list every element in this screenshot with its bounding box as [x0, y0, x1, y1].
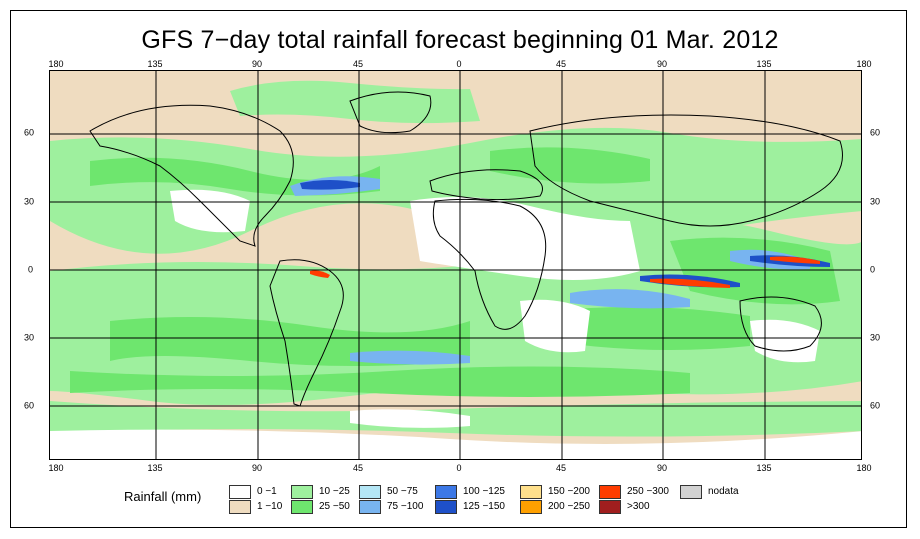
left-lat-label: 60	[24, 127, 35, 138]
legend-swatch	[435, 485, 457, 499]
top-lon-label: 90	[656, 59, 668, 69]
top-lon-label: 135	[756, 59, 772, 69]
legend-label: 125 −150	[463, 501, 505, 512]
top-lon-label: 0	[456, 59, 462, 69]
coastlines	[89, 91, 843, 407]
top-lon-label: 135	[147, 59, 163, 69]
legend-swatch	[680, 485, 702, 499]
left-lat-label: 60	[24, 400, 35, 411]
left-lat-label: 30	[24, 332, 35, 343]
top-lon-label: 180	[48, 59, 64, 69]
left-lat-label: 30	[24, 196, 35, 207]
legend-label: >300	[627, 501, 650, 512]
legend-swatch	[229, 485, 251, 499]
legend-swatch	[359, 500, 381, 514]
figure-frame	[10, 10, 907, 528]
right-lat-label: 60	[870, 400, 881, 411]
legend-label: nodata	[708, 486, 739, 497]
left-lat-label: 0	[28, 264, 34, 275]
legend-label: 250 −300	[627, 486, 669, 497]
legend-swatch	[599, 485, 621, 499]
right-lat-label: 30	[870, 196, 881, 207]
legend-label: 100 −125	[463, 486, 505, 497]
legend-label: 10 −25	[319, 486, 350, 497]
legend-swatch	[599, 500, 621, 514]
top-lon-label: 45	[352, 59, 364, 69]
bottom-lon-label: 45	[555, 463, 567, 473]
map-title: GFS 7−day total rainfall forecast beginn…	[141, 26, 779, 54]
bottom-lon-label: 135	[147, 463, 163, 473]
legend-label: 150 −200	[548, 486, 590, 497]
rainfall-map-graphic	[50, 71, 861, 459]
legend-swatch	[520, 485, 542, 499]
top-lon-label: 180	[856, 59, 872, 69]
bottom-lon-label: 135	[756, 463, 772, 473]
right-lat-label: 30	[870, 332, 881, 343]
legend-swatch	[435, 500, 457, 514]
legend-swatch	[229, 500, 251, 514]
map-grid	[50, 71, 861, 459]
right-lat-label: 0	[870, 264, 876, 275]
bottom-lon-label: 180	[856, 463, 872, 473]
legend-label: 200 −250	[548, 501, 590, 512]
legend-label: 75 −100	[387, 501, 424, 512]
legend-swatch	[359, 485, 381, 499]
legend-label: 50 −75	[387, 486, 418, 497]
bottom-lon-label: 90	[251, 463, 263, 473]
top-lon-label: 90	[251, 59, 263, 69]
legend-swatch	[520, 500, 542, 514]
right-lat-label: 60	[870, 127, 881, 138]
legend-label: 0 −1	[257, 486, 277, 497]
legend-title: Rainfall (mm)	[124, 489, 202, 504]
bottom-lon-label: 45	[352, 463, 364, 473]
legend-swatch	[291, 500, 313, 514]
bottom-lon-label: 90	[656, 463, 668, 473]
rain-250-300-areas	[310, 256, 820, 288]
legend-label: 1 −10	[257, 501, 283, 512]
legend-label: 25 −50	[319, 501, 350, 512]
top-lon-label: 45	[555, 59, 567, 69]
bottom-lon-label: 180	[48, 463, 64, 473]
rainfall-map	[49, 70, 862, 460]
bottom-lon-label: 0	[456, 463, 462, 473]
legend-swatch	[291, 485, 313, 499]
